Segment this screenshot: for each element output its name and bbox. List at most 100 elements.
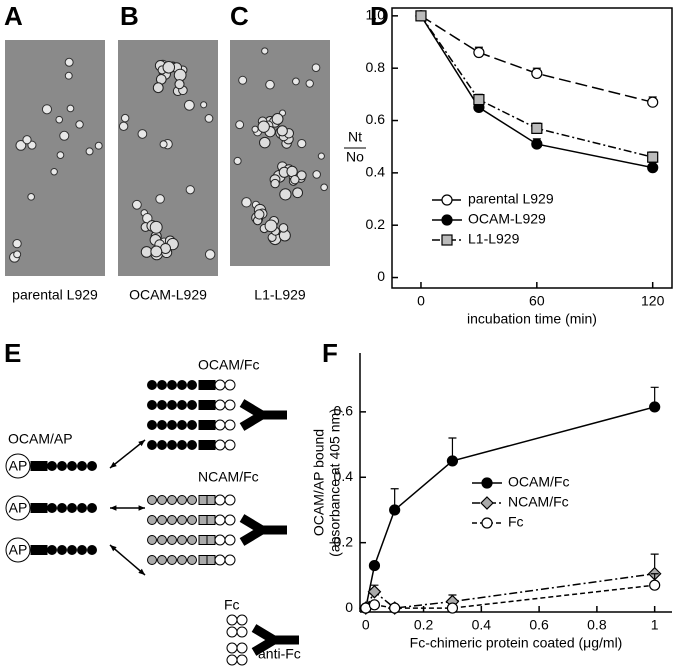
cell bbox=[261, 47, 269, 55]
domain bbox=[57, 461, 67, 471]
cell bbox=[317, 152, 325, 160]
cell bbox=[150, 245, 163, 258]
cell bbox=[292, 187, 304, 199]
cell bbox=[270, 178, 280, 189]
fc-domain bbox=[224, 514, 236, 526]
data-point bbox=[368, 559, 381, 572]
legend-label: parental L929 bbox=[468, 191, 554, 207]
y-tick-label: 0 bbox=[345, 599, 353, 615]
cell bbox=[55, 115, 64, 124]
domain bbox=[206, 495, 216, 505]
ap-circle bbox=[5, 537, 31, 563]
domain bbox=[167, 555, 177, 565]
cell bbox=[152, 82, 164, 94]
cell bbox=[85, 147, 94, 156]
domain bbox=[67, 545, 77, 555]
cell bbox=[75, 120, 84, 129]
antibody bbox=[239, 399, 287, 431]
domain bbox=[177, 380, 187, 390]
domain bbox=[147, 400, 157, 410]
fc-domain bbox=[224, 419, 236, 431]
domain bbox=[177, 440, 187, 450]
construct-label: OCAM/Fc bbox=[198, 357, 259, 373]
data-point bbox=[367, 584, 382, 599]
y-tick-label: 1.0 bbox=[366, 7, 386, 23]
x-tick-label: 0.2 bbox=[414, 617, 434, 633]
fc-domain bbox=[226, 654, 238, 666]
fc-domain bbox=[214, 554, 226, 566]
probe-label: OCAM/AP bbox=[8, 431, 73, 447]
fc-domain bbox=[224, 554, 236, 566]
domain bbox=[157, 380, 167, 390]
data-point bbox=[531, 138, 543, 150]
data-point bbox=[446, 455, 459, 467]
domain bbox=[38, 503, 48, 513]
micrograph bbox=[5, 40, 105, 276]
fc-domain bbox=[214, 379, 226, 391]
micrograph-caption: parental L929 bbox=[12, 287, 98, 303]
arrow bbox=[109, 439, 146, 469]
domain bbox=[30, 461, 40, 471]
cell bbox=[254, 209, 265, 220]
domain bbox=[177, 495, 187, 505]
domain bbox=[187, 380, 197, 390]
domain bbox=[187, 515, 197, 525]
fc-domain bbox=[236, 626, 248, 638]
domain bbox=[206, 380, 216, 390]
domain bbox=[177, 555, 187, 565]
cell bbox=[259, 136, 271, 149]
cell bbox=[320, 183, 328, 192]
series-line bbox=[365, 584, 655, 609]
domain bbox=[47, 545, 57, 555]
data-point bbox=[649, 401, 661, 413]
x-axis-label: Fc-chimeric protein coated (μg/ml) bbox=[410, 635, 623, 651]
cell bbox=[27, 193, 35, 201]
legend-label: OCAM/Fc bbox=[508, 474, 569, 490]
x-tick-label: 120 bbox=[641, 293, 665, 309]
cell bbox=[235, 120, 245, 130]
domain bbox=[167, 495, 177, 505]
antibody-label: anti-Fc bbox=[258, 646, 301, 662]
cell bbox=[137, 129, 148, 139]
panel-label: C bbox=[230, 1, 249, 31]
series-line bbox=[420, 15, 653, 169]
domain bbox=[67, 503, 77, 513]
y-tick-label: 0.6 bbox=[334, 403, 354, 419]
x-tick-label: 0.8 bbox=[587, 617, 607, 633]
arrow-head bbox=[110, 461, 117, 468]
domain bbox=[157, 495, 167, 505]
domain bbox=[167, 515, 177, 525]
cell bbox=[94, 141, 103, 150]
cell bbox=[59, 130, 70, 141]
ap-label: AP bbox=[9, 500, 28, 516]
domain bbox=[167, 535, 177, 545]
fc-domain bbox=[226, 614, 238, 626]
domain bbox=[177, 535, 187, 545]
domain bbox=[87, 545, 97, 555]
domain bbox=[157, 515, 167, 525]
data-point bbox=[368, 599, 381, 611]
data-point bbox=[531, 67, 543, 80]
domain bbox=[167, 380, 177, 390]
cell bbox=[286, 165, 298, 178]
data-point bbox=[473, 93, 485, 106]
cell bbox=[41, 104, 53, 115]
cell bbox=[296, 170, 307, 181]
cell bbox=[204, 114, 214, 123]
domain bbox=[87, 461, 97, 471]
data-point bbox=[473, 46, 485, 59]
x-tick-label: 1 bbox=[651, 617, 659, 633]
legend-marker bbox=[441, 234, 453, 246]
legend-label: L1-L929 bbox=[468, 231, 520, 247]
ap-label: AP bbox=[9, 542, 28, 558]
domain bbox=[147, 420, 157, 430]
domain bbox=[167, 400, 177, 410]
x-tick-label: 0 bbox=[417, 293, 425, 309]
cell bbox=[174, 79, 185, 90]
cell bbox=[149, 220, 163, 234]
data-point bbox=[446, 602, 459, 614]
domain bbox=[38, 545, 48, 555]
series-line bbox=[420, 15, 653, 103]
data-point bbox=[389, 602, 401, 614]
fc-domain bbox=[226, 626, 238, 638]
